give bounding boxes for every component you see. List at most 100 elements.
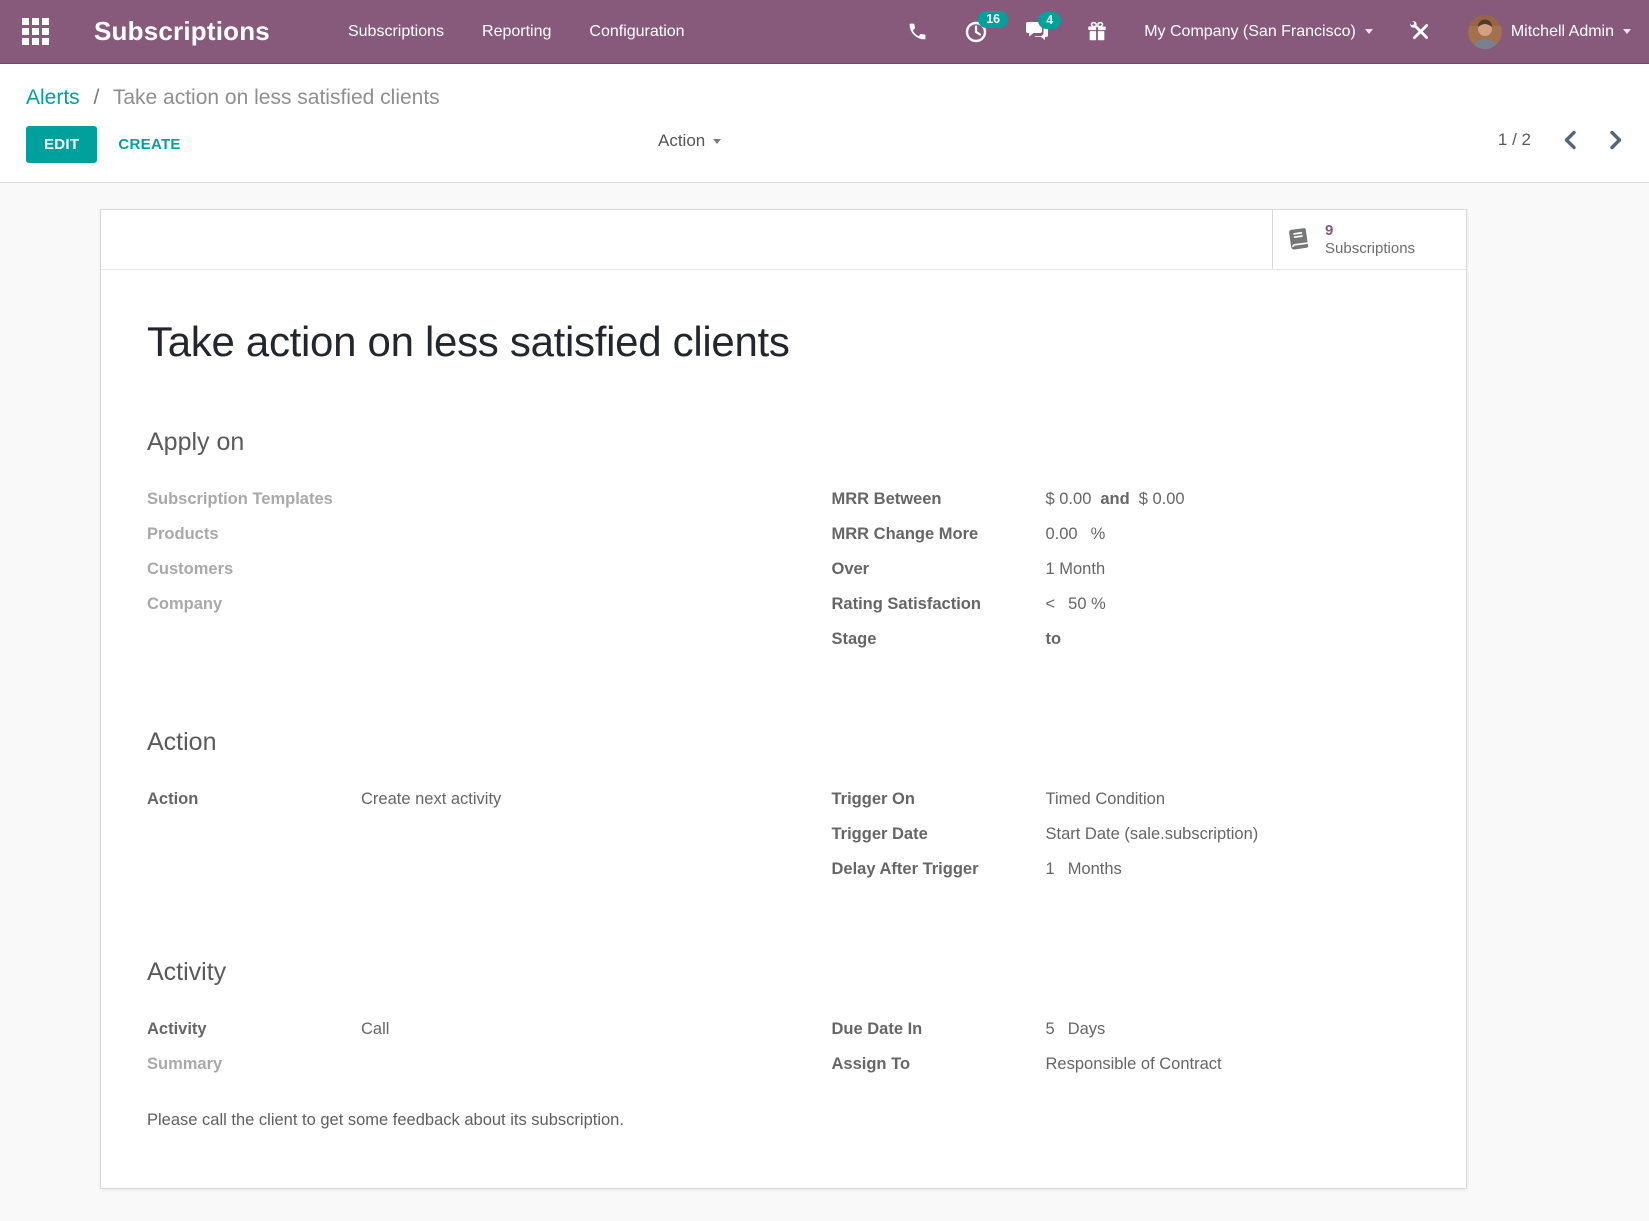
button-box: 9 Subscriptions xyxy=(101,210,1466,270)
field-delay-after-trigger[interactable]: Delay After Trigger 1 Months xyxy=(832,857,1421,881)
field-value: 1 Month xyxy=(1045,560,1106,578)
chevron-down-icon xyxy=(1623,29,1631,34)
activities-button[interactable]: 16 xyxy=(964,10,1009,44)
field-label: Activity xyxy=(147,1020,207,1038)
field-mrr-between[interactable]: MRR Between $ 0.00 and $ 0.00 xyxy=(832,487,1421,511)
field-customers[interactable]: Customers xyxy=(147,557,736,581)
breadcrumb-separator: / xyxy=(93,86,100,109)
voip-phone-button[interactable] xyxy=(907,21,928,42)
field-products[interactable]: Products xyxy=(147,522,736,546)
field-label: Products xyxy=(147,525,219,543)
company-name: My Company (San Francisco) xyxy=(1144,22,1356,40)
field-trigger-on[interactable]: Trigger On Timed Condition xyxy=(832,787,1421,811)
create-button[interactable]: CREATE xyxy=(118,135,181,153)
activity-count-badge: 16 xyxy=(978,10,1009,28)
menu-reporting[interactable]: Reporting xyxy=(482,22,552,40)
field-action[interactable]: Action Create next activity xyxy=(147,787,736,811)
section-apply-on: Apply on Subscription Templates Products… xyxy=(147,428,1420,662)
chevron-down-icon xyxy=(713,138,722,144)
menu-subscriptions[interactable]: Subscriptions xyxy=(347,22,445,40)
field-label: MRR Between xyxy=(831,490,942,508)
developer-tools-button[interactable] xyxy=(1409,20,1432,43)
control-panel: Alerts / Take action on less satisfied c… xyxy=(0,64,1649,183)
field-value: Timed Condition xyxy=(1045,790,1166,808)
field-assign-to[interactable]: Assign To Responsible of Contract xyxy=(832,1052,1421,1076)
pager-next-button[interactable] xyxy=(1609,130,1623,150)
gift-button[interactable] xyxy=(1086,21,1108,43)
field-value: 0.00% xyxy=(1045,525,1106,543)
field-label: Customers xyxy=(147,560,234,578)
activity-right-column: Due Date In 5 Days Assign To Responsible … xyxy=(832,1017,1421,1087)
menu-configuration[interactable]: Configuration xyxy=(589,22,685,40)
section-heading-activity: Activity xyxy=(147,958,227,986)
user-menu[interactable]: Mitchell Admin xyxy=(1467,14,1631,49)
edit-button[interactable]: EDIT xyxy=(26,125,98,163)
user-avatar xyxy=(1467,14,1502,49)
messages-button[interactable]: 4 xyxy=(1024,11,1062,43)
section-heading-action: Action xyxy=(147,728,217,756)
field-label: Subscription Templates xyxy=(147,490,333,508)
field-over[interactable]: Over 1 Month xyxy=(832,557,1421,581)
main-menu: Subscriptions Reporting Configuration xyxy=(348,23,685,41)
activity-left-column: Activity Call Summary xyxy=(147,1017,736,1087)
field-label: Rating Satisfaction xyxy=(831,595,981,613)
action-left-column: Action Create next activity xyxy=(147,787,736,822)
apply-on-right-column: MRR Between $ 0.00 and $ 0.00 MRR Change M… xyxy=(832,487,1421,662)
field-label: Assign To xyxy=(831,1055,911,1073)
action-right-column: Trigger On Timed Condition Trigger Date … xyxy=(832,787,1421,892)
chevron-left-icon xyxy=(1564,130,1576,150)
record-title: Take action on less satisfied clients xyxy=(147,318,790,365)
app-name[interactable]: Subscriptions xyxy=(94,16,270,46)
field-label: Delay After Trigger xyxy=(831,860,979,878)
field-stage[interactable]: Stage to xyxy=(832,627,1421,651)
chevron-down-icon xyxy=(1364,29,1373,34)
field-mrr-change-more[interactable]: MRR Change More 0.00% xyxy=(832,522,1421,546)
chevron-right-icon xyxy=(1610,130,1622,150)
stat-label: Subscriptions xyxy=(1325,239,1416,257)
section-activity: Activity Activity Call Summary xyxy=(147,958,1420,1130)
field-activity[interactable]: Activity Call xyxy=(147,1017,736,1041)
gift-icon xyxy=(1088,21,1106,40)
field-value: $ 0.00 and $ 0.00 xyxy=(1045,490,1185,508)
section-action: Action Action Create next activity Trigg… xyxy=(147,728,1420,892)
top-navbar: Subscriptions Subscriptions Reporting Co… xyxy=(0,0,1649,64)
field-trigger-date[interactable]: Trigger Date Start Date (sale.subscripti… xyxy=(832,822,1421,846)
user-name: Mitchell Admin xyxy=(1510,22,1614,40)
field-value: 1 Months xyxy=(1045,860,1122,878)
breadcrumb-current: Take action on less satisfied clients xyxy=(112,86,440,109)
form-sheet: 9 Subscriptions Take action on less sati… xyxy=(100,209,1467,1189)
action-dropdown-label: Action xyxy=(658,131,706,150)
message-count-badge: 4 xyxy=(1038,11,1062,29)
field-summary[interactable]: Summary xyxy=(147,1052,736,1076)
field-value: <50 % xyxy=(1045,595,1106,613)
field-value: Start Date (sale.subscription) xyxy=(1045,825,1259,843)
field-value: Create next activity xyxy=(361,790,502,808)
pager-previous-button[interactable] xyxy=(1563,130,1577,150)
company-switcher[interactable]: My Company (San Francisco) xyxy=(1144,23,1373,41)
book-icon xyxy=(1289,227,1309,249)
field-label: Summary xyxy=(147,1055,223,1073)
field-label: MRR Change More xyxy=(831,525,979,543)
field-value: Responsible of Contract xyxy=(1045,1055,1222,1073)
subscriptions-stat-button[interactable]: 9 Subscriptions xyxy=(1272,210,1466,269)
field-due-date-in[interactable]: Due Date In 5 Days xyxy=(832,1017,1421,1041)
field-label: Action xyxy=(147,790,199,808)
field-label: Trigger Date xyxy=(831,825,928,843)
field-label: Trigger On xyxy=(831,790,915,808)
apps-menu-button[interactable] xyxy=(18,15,52,49)
field-label: Stage xyxy=(831,630,877,648)
field-label: Over xyxy=(831,560,870,578)
field-company[interactable]: Company xyxy=(147,592,736,616)
field-rating-satisfaction[interactable]: Rating Satisfaction <50 % xyxy=(832,592,1421,616)
activity-note-text: Please call the client to get some feedb… xyxy=(147,1111,624,1129)
apps-grid-icon xyxy=(21,18,49,45)
pager-count: 1 / 2 xyxy=(1497,130,1531,149)
field-subscription-templates[interactable]: Subscription Templates xyxy=(147,487,736,511)
field-value: 5 Days xyxy=(1045,1020,1106,1038)
action-dropdown[interactable]: Action xyxy=(658,131,722,151)
phone-icon xyxy=(909,23,926,40)
clock-icon xyxy=(966,21,987,42)
breadcrumb-alerts-link[interactable]: Alerts xyxy=(26,86,80,109)
content-area: 9 Subscriptions Take action on less sati… xyxy=(0,183,1649,1189)
field-value: Call xyxy=(361,1020,390,1038)
